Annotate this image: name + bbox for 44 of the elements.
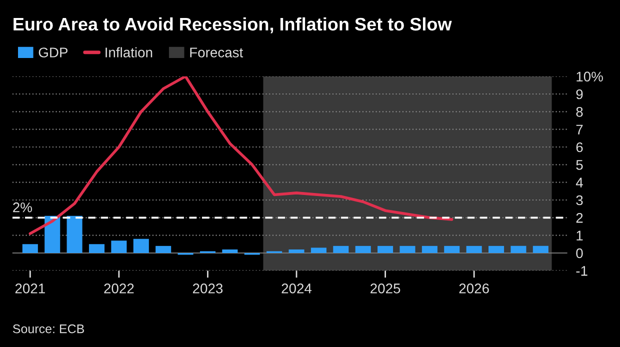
bar — [88, 244, 105, 253]
bar — [156, 246, 172, 253]
bar — [444, 246, 460, 253]
bar — [22, 244, 38, 253]
y-tick-label: 6 — [576, 142, 583, 152]
source-note: Source: ECB — [12, 324, 84, 334]
ref-line-label: 2% — [13, 202, 32, 212]
y-tick-label: 10% — [576, 72, 603, 82]
bar — [400, 246, 416, 253]
bar — [288, 249, 304, 253]
x-tick-label: 2022 — [104, 284, 134, 294]
y-tick-label: 7 — [576, 124, 583, 134]
y-tick-label: 4 — [576, 178, 583, 188]
bar — [333, 246, 349, 253]
x-tick-label: 2025 — [370, 284, 400, 294]
bar — [466, 246, 482, 253]
x-tick-label: 2023 — [192, 284, 223, 294]
bar — [378, 246, 394, 253]
bar — [532, 246, 548, 253]
bar — [133, 238, 149, 253]
y-tick-label: 5 — [576, 160, 583, 170]
bar — [222, 249, 238, 253]
bar — [44, 216, 60, 253]
bar — [111, 240, 127, 253]
y-tick-label: 0 — [576, 248, 583, 258]
chart-title: Euro Area to Avoid Recession, Inflation Set to Slow — [14, 17, 452, 34]
y-tick-label: 8 — [576, 107, 583, 117]
y-tick-label: 1 — [576, 230, 583, 240]
bar — [355, 246, 371, 253]
legend-label: Forecast — [190, 48, 244, 58]
bar — [310, 248, 326, 253]
bar — [422, 246, 438, 253]
bar — [510, 246, 526, 253]
y-tick-label: -1 — [576, 266, 588, 276]
legend-label: Inflation — [106, 47, 152, 58]
x-tick-label: 2026 — [459, 284, 489, 294]
x-tick-label: 2024 — [282, 284, 312, 294]
y-tick-label: 3 — [576, 195, 583, 206]
y-tick-label: 9 — [576, 89, 583, 100]
y-tick-label: 2 — [576, 213, 583, 223]
legend-label: GDP — [38, 48, 68, 58]
x-tick-label: 2021 — [15, 284, 45, 294]
bar — [488, 246, 504, 253]
bar — [66, 216, 82, 253]
